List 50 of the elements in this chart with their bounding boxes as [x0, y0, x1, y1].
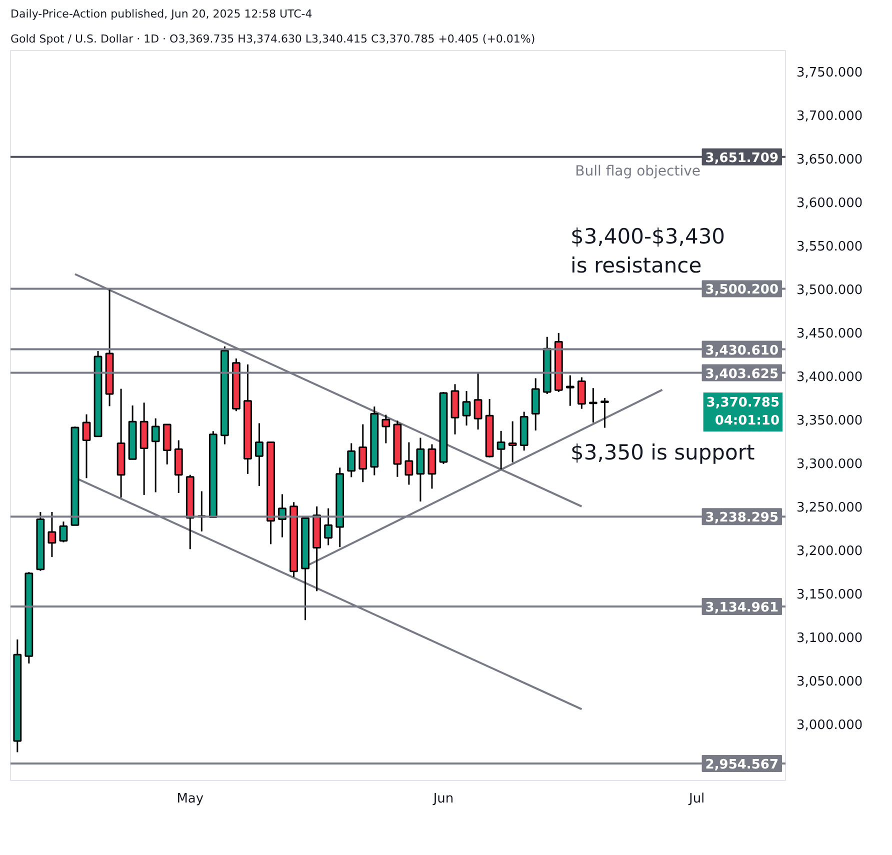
y-tick-label: 3,650.000	[796, 152, 863, 168]
y-tick-label: 3,100.000	[796, 630, 863, 646]
ref-line-label: 3,500.200	[705, 282, 779, 298]
y-tick-label: 3,750.000	[796, 65, 863, 80]
ref-line-label: 3,238.295	[705, 510, 779, 526]
y-tick-label: 3,300.000	[796, 456, 863, 472]
y-tick-label: 3,600.000	[796, 196, 863, 211]
ref-line-label: 3,403.625	[705, 366, 779, 382]
candlestick	[151, 418, 160, 493]
y-tick-label: 3,150.000	[796, 587, 863, 602]
annotation: 3,370.785 04:01:10	[706, 396, 780, 428]
y-tick-label: 3,550.000	[796, 239, 863, 254]
y-tick-label: 3,350.000	[796, 413, 863, 428]
candlestick	[347, 442, 356, 478]
candlestick	[382, 414, 390, 444]
candlestick	[48, 511, 56, 558]
candlestick	[600, 397, 609, 429]
annotation: $3,350 is support	[570, 440, 755, 464]
x-tick-label: May	[176, 792, 204, 806]
x-tick-label: Jul	[688, 792, 705, 806]
ref-line-label: 3,430.610	[705, 343, 779, 358]
y-tick-label: 3,250.000	[796, 500, 863, 516]
candlestick	[474, 372, 482, 430]
chart-subtitle: Daily-Price-Action published, Jun 20, 2025 12:58 UTC-4	[10, 8, 312, 20]
y-tick-label: 3,050.000	[796, 674, 863, 690]
candlestick	[324, 508, 333, 546]
ref-line-label: 2,954.567	[705, 757, 779, 772]
candlestick	[404, 442, 414, 486]
y-tick-label: 3,450.000	[796, 326, 863, 342]
y-tick-label: 3,400.000	[796, 370, 863, 385]
chart-title: Gold Spot / U.S. Dollar · 1D · O3,369.735 H3,374.630 L3,340.415 C3,370.785 +0.405 (+0.01%)	[10, 32, 536, 46]
ref-line-label: 3,134.961	[705, 600, 779, 616]
candlestick	[358, 424, 368, 483]
candlestick	[462, 390, 471, 426]
candlestick	[508, 420, 517, 464]
y-tick-label: 3,700.000	[796, 108, 863, 124]
candlestick	[82, 414, 91, 479]
candlestick	[588, 387, 598, 424]
candlestick	[496, 430, 506, 470]
annotation: $3,400-$3,430 is resistance	[570, 224, 726, 278]
candlestick	[577, 376, 586, 410]
y-tick-label: 3,200.000	[796, 544, 863, 559]
candlestick	[59, 520, 68, 544]
candlestick	[255, 422, 264, 487]
candlestick	[566, 374, 574, 407]
y-tick-label: 3,500.000	[796, 282, 863, 298]
annotation: Bull flag objective	[575, 164, 701, 180]
x-tick-label: Jun	[432, 792, 454, 806]
y-tick-label: 3,000.000	[796, 718, 863, 733]
ref-line-label: 3,651.709	[705, 150, 779, 166]
